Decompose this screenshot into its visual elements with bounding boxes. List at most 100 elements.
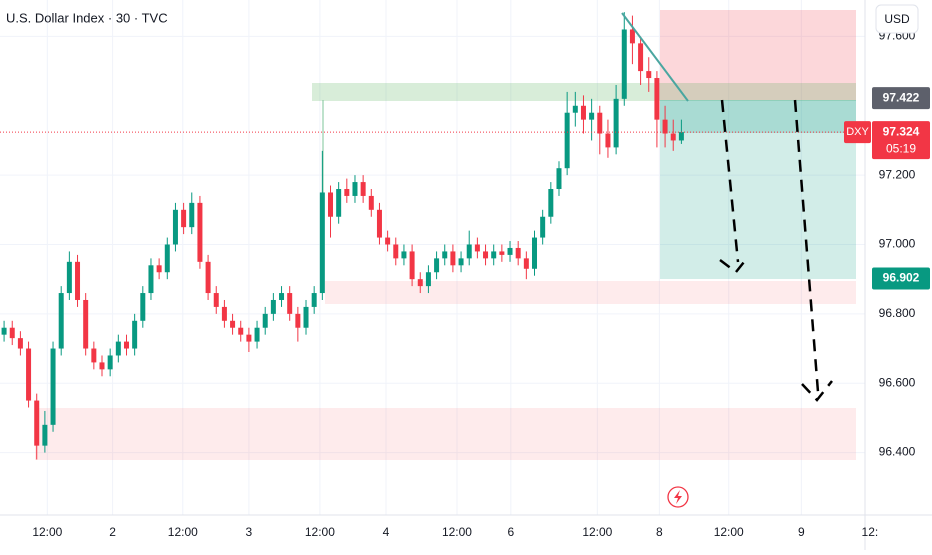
countdown: 05:19: [886, 141, 916, 155]
candle-body: [83, 299, 89, 349]
candle-body: [303, 306, 309, 328]
candle-body: [523, 258, 529, 269]
candle-body: [221, 306, 227, 321]
candle-body: [662, 119, 668, 134]
target-zone-active: [660, 100, 856, 133]
candle-body: [458, 258, 464, 266]
candle-body: [311, 293, 317, 307]
x-tick-label: 12:00: [442, 525, 472, 539]
support-zone: [35, 408, 856, 460]
candle-body: [491, 251, 497, 259]
candle-body: [580, 105, 586, 120]
arrow: [793, 99, 820, 393]
stop-zone: [660, 10, 856, 100]
candle-body: [1, 327, 7, 335]
candle-body: [548, 189, 554, 217]
annotations: [621, 12, 833, 402]
candle-body: [352, 182, 358, 196]
candle-body: [17, 338, 23, 349]
candle-body: [646, 71, 652, 79]
candle-body: [254, 327, 260, 342]
candle-body: [287, 293, 293, 314]
candle-body: [148, 265, 154, 294]
x-tick-label: 12:00: [32, 525, 62, 539]
candle-body: [238, 327, 244, 335]
x-tick-label: 6: [507, 525, 514, 539]
candle-body: [156, 265, 162, 273]
price-badge-label: 96.902: [883, 271, 920, 285]
candle-body: [34, 400, 40, 446]
candle-body: [654, 78, 660, 120]
candle-body: [319, 192, 325, 294]
candle-body: [66, 261, 72, 294]
x-tick-label: 12:00: [714, 525, 744, 539]
candle-body: [75, 261, 81, 300]
candle-body: [638, 43, 644, 72]
x-tick-label: 12:00: [168, 525, 198, 539]
target-zone: [660, 133, 856, 279]
candle-body: [376, 209, 382, 238]
y-tick-label: 96.800: [879, 306, 916, 320]
candle-body: [499, 251, 505, 255]
y-tick-label: 96.600: [879, 375, 916, 389]
candle-body: [393, 244, 399, 259]
candle-body: [564, 112, 570, 169]
candle-body: [132, 320, 138, 349]
candle-body: [99, 362, 105, 370]
currency[interactable]: USD: [884, 12, 910, 26]
candle-body: [172, 209, 178, 245]
arrow-head: [801, 380, 833, 402]
candle-body: [613, 98, 619, 148]
candle-body: [197, 202, 203, 262]
candle-body: [442, 251, 448, 259]
last-price-badge: [872, 121, 930, 160]
candle-body: [507, 247, 513, 255]
price-badge-label: 97.422: [883, 90, 920, 104]
support-zone: [325, 281, 856, 304]
resistance-zone: [312, 83, 856, 101]
candle-body: [466, 244, 472, 259]
candle-body: [629, 29, 635, 44]
currency-button[interactable]: [875, 4, 919, 34]
candle-body: [385, 237, 391, 245]
candle-body: [107, 355, 113, 370]
candle-body: [164, 244, 170, 273]
candle-body: [189, 202, 195, 228]
candle-body: [140, 293, 146, 321]
x-tick-label: 12:: [862, 525, 879, 539]
x-tick-label: 12:00: [582, 525, 612, 539]
candle-body: [434, 258, 440, 273]
candle-body: [58, 293, 64, 349]
candle-body: [42, 424, 48, 446]
trend-line: [621, 12, 689, 102]
candle-body: [572, 105, 578, 113]
y-tick-label: 96.400: [879, 445, 916, 459]
candle-body: [597, 112, 603, 134]
candle-body: [246, 334, 252, 342]
candle-body: [336, 189, 342, 217]
candle-body: [115, 341, 121, 356]
candle-body: [230, 320, 236, 328]
alert-bolt[interactable]: [674, 490, 682, 504]
x-tick-label: 9: [798, 525, 805, 539]
candle-body: [368, 195, 374, 210]
candle-body: [515, 247, 521, 259]
candle-body: [589, 112, 595, 120]
candle-body: [670, 133, 676, 141]
x-tick-label: 2: [109, 525, 116, 539]
candle-body: [401, 251, 407, 259]
last-price-label: 97.324: [883, 124, 920, 138]
chart-title: U.S. Dollar Index · 30 · TVC: [6, 10, 168, 25]
symbol-label: DXY: [846, 126, 869, 138]
candle-body: [483, 251, 489, 259]
y-tick-label: 97.200: [879, 167, 916, 181]
alert-icon[interactable]: [667, 486, 689, 508]
axes: 96.40096.60096.80097.00097.20097.60012:0…: [32, 29, 930, 539]
candle-body: [123, 341, 129, 349]
candle-body: [450, 251, 456, 266]
drawings: [35, 10, 856, 460]
candle-body: [344, 189, 350, 196]
y-tick-label: 97.000: [879, 237, 916, 251]
candle-body: [474, 244, 480, 252]
